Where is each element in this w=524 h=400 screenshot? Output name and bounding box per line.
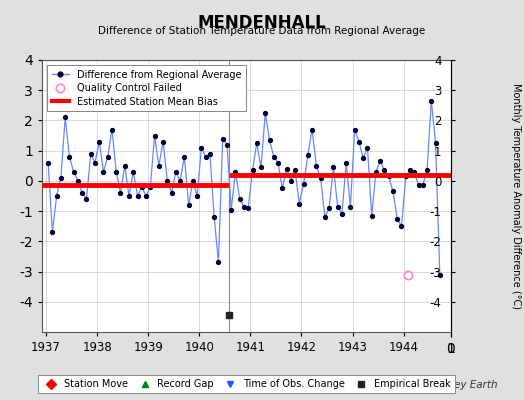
Legend: Station Move, Record Gap, Time of Obs. Change, Empirical Break: Station Move, Record Gap, Time of Obs. C…: [38, 375, 455, 393]
Text: Berkeley Earth: Berkeley Earth: [421, 380, 498, 390]
Legend: Difference from Regional Average, Quality Control Failed, Estimated Station Mean: Difference from Regional Average, Qualit…: [47, 65, 246, 111]
Text: MENDENHALL: MENDENHALL: [198, 14, 326, 32]
Text: Monthly Temperature Anomaly Difference (°C): Monthly Temperature Anomaly Difference (…: [511, 83, 521, 309]
Text: Difference of Station Temperature Data from Regional Average: Difference of Station Temperature Data f…: [99, 26, 425, 36]
